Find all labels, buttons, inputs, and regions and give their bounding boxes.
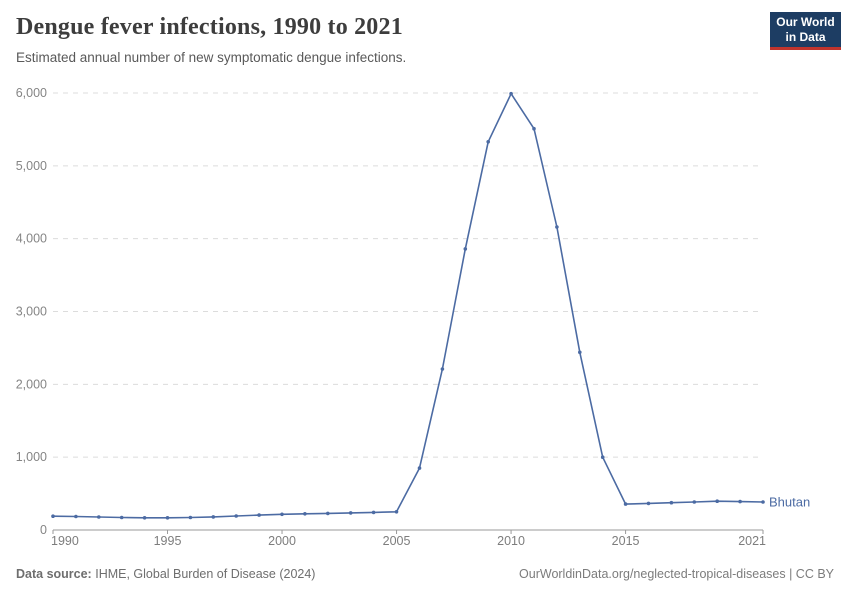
data-point[interactable]	[715, 499, 719, 504]
x-axis-tick-label: 1990	[51, 534, 79, 548]
data-point[interactable]	[417, 466, 422, 470]
y-axis-tick-label: 5,000	[16, 159, 47, 173]
data-point[interactable]	[165, 516, 170, 520]
chart-footer: Data source: IHME, Global Burden of Dise…	[16, 567, 834, 581]
credit-link[interactable]: OurWorldinData.org/neglected-tropical-di…	[519, 567, 834, 581]
data-point[interactable]	[51, 514, 55, 518]
data-point[interactable]	[623, 502, 628, 506]
chart-title: Dengue fever infections, 1990 to 2021	[16, 14, 403, 40]
data-point[interactable]	[578, 350, 582, 355]
data-point[interactable]	[234, 514, 238, 518]
x-axis-tick-label: 2000	[268, 534, 296, 548]
x-axis-tick-label: 2021	[738, 534, 766, 548]
data-point[interactable]	[440, 367, 445, 371]
data-point[interactable]	[74, 514, 78, 519]
data-point[interactable]	[348, 511, 353, 515]
y-axis-tick-label: 6,000	[16, 86, 47, 100]
owid-logo[interactable]: Our World in Data	[770, 12, 841, 50]
data-point[interactable]	[257, 513, 261, 517]
entity-label-bhutan[interactable]: Bhutan	[769, 494, 810, 509]
data-point[interactable]	[486, 140, 491, 144]
y-axis-tick-label: 3,000	[16, 305, 47, 319]
data-point[interactable]	[761, 500, 765, 504]
data-point[interactable]	[555, 225, 559, 229]
data-point[interactable]	[463, 247, 468, 251]
data-line-bhutan[interactable]	[52, 92, 764, 519]
data-point[interactable]	[394, 510, 399, 514]
y-axis-tick-label: 0	[40, 523, 47, 537]
data-point[interactable]	[326, 511, 330, 516]
x-axis-tick-label: 2005	[383, 534, 411, 548]
data-point[interactable]	[97, 515, 101, 519]
data-point[interactable]	[532, 126, 536, 131]
data-point[interactable]	[738, 499, 742, 504]
y-axis-tick-label: 2,000	[16, 377, 47, 391]
data-point[interactable]	[509, 91, 513, 96]
data-source-value: IHME, Global Burden of Disease (2024)	[95, 567, 316, 581]
data-source-label: Data source:	[16, 567, 92, 581]
data-point[interactable]	[646, 501, 651, 506]
data-point[interactable]	[600, 455, 605, 460]
x-axis-tick-label: 2010	[497, 534, 525, 548]
owid-logo-line1: Our World	[776, 14, 835, 29]
data-point[interactable]	[142, 516, 147, 520]
data-point[interactable]	[188, 515, 193, 520]
data-point[interactable]	[669, 500, 674, 505]
y-axis-tick-label: 4,000	[16, 232, 47, 246]
y-axis-tick-label: 1,000	[16, 450, 47, 464]
x-axis-tick-label: 2015	[612, 534, 640, 548]
x-axis-tick-label: 1995	[154, 534, 182, 548]
data-point[interactable]	[692, 500, 697, 504]
chart-subtitle: Estimated annual number of new symptomat…	[16, 50, 407, 65]
data-point[interactable]	[211, 515, 216, 519]
owid-logo-line2: in Data	[785, 29, 826, 44]
data-point[interactable]	[303, 512, 307, 516]
data-point[interactable]	[119, 515, 124, 520]
data-source: Data source: IHME, Global Burden of Dise…	[16, 567, 315, 581]
data-point[interactable]	[280, 512, 284, 517]
data-point[interactable]	[371, 510, 376, 515]
